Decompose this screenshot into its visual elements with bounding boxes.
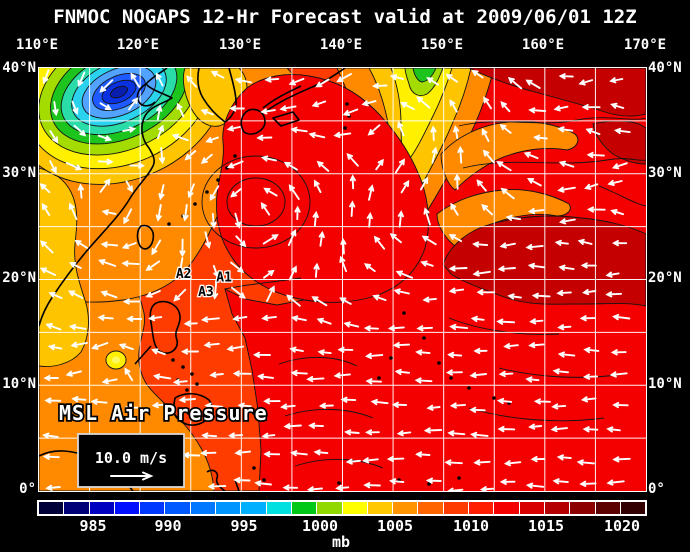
xtick-170e: 170°E <box>623 37 667 53</box>
colorbar-swatch-6 <box>189 502 216 514</box>
colorbar-swatch-16 <box>442 502 469 514</box>
colorbar-swatch-3 <box>113 502 140 514</box>
colorbar-swatch-12 <box>341 502 367 514</box>
colorbar-swatch-11 <box>316 502 342 514</box>
cb-label-1020: 1020 <box>603 517 641 535</box>
colorbar-swatch-14 <box>392 502 418 514</box>
ytick-right-40n: 40°N <box>648 60 682 76</box>
ytick-left-40n: 40°N <box>2 60 36 76</box>
cb-unit: mb <box>331 533 351 551</box>
colorbar-swatch-4 <box>139 502 165 514</box>
colorbar-swatch-7 <box>215 502 241 514</box>
wind-scale-arrow-icon <box>110 471 154 481</box>
chart-title: FNMOC NOGAPS 12-Hr Forecast valid at 200… <box>53 6 637 28</box>
pressure-colorbar <box>37 500 647 516</box>
ytick-left-0: 0° <box>19 481 36 497</box>
variable-label: MSL Air Pressure <box>59 401 268 425</box>
cb-label-995: 995 <box>230 517 258 535</box>
cb-label-1005: 1005 <box>376 517 414 535</box>
xtick-160e: 160°E <box>521 37 565 53</box>
ytick-right-0: 0° <box>648 481 665 497</box>
wind-scale-legend: 10.0 m/s <box>77 433 185 488</box>
ytick-left-10n: 10°N <box>2 376 36 392</box>
colorbar-swatch-22 <box>594 502 620 514</box>
cb-label-990: 990 <box>154 517 182 535</box>
xtick-140e: 140°E <box>319 37 363 53</box>
ytick-left-30n: 30°N <box>2 165 36 181</box>
storm-marker-A2: A2 <box>176 267 192 282</box>
colorbar-swatch-13 <box>366 502 393 514</box>
wind-scale-label: 10.0 m/s <box>95 449 167 467</box>
colorbar-swatch-0 <box>39 502 64 514</box>
cb-label-1010: 1010 <box>452 517 490 535</box>
xtick-150e: 150°E <box>420 37 464 53</box>
colorbar-swatch-18 <box>493 502 519 514</box>
storm-marker-A3: A3 <box>198 285 214 300</box>
colorbar-swatch-20 <box>543 502 570 514</box>
colorbar-swatch-10 <box>290 502 317 514</box>
ytick-right-30n: 30°N <box>648 165 682 181</box>
cb-label-985: 985 <box>79 517 107 535</box>
colorbar-swatch-2 <box>88 502 114 514</box>
colorbar-swatch-8 <box>240 502 266 514</box>
xtick-110e: 110°E <box>15 37 59 53</box>
ytick-right-20n: 20°N <box>648 270 682 286</box>
ytick-right-10n: 10°N <box>648 376 682 392</box>
wind-scale-box <box>77 433 185 488</box>
colorbar-swatch-9 <box>265 502 291 514</box>
colorbar-swatch-23 <box>619 502 646 514</box>
colorbar-swatch-21 <box>569 502 595 514</box>
colorbar-swatch-19 <box>518 502 544 514</box>
pressure-map: MSL Air Pressure 10.0 m/s A2 A1 A3 <box>38 67 647 492</box>
colorbar-swatch-1 <box>63 502 89 514</box>
colorbar-swatch-5 <box>164 502 190 514</box>
xtick-130e: 130°E <box>218 37 262 53</box>
storm-marker-A1: A1 <box>216 270 232 285</box>
xtick-120e: 120°E <box>116 37 160 53</box>
cb-label-1015: 1015 <box>527 517 565 535</box>
cb-label-1000: 1000 <box>301 517 339 535</box>
colorbar-swatch-17 <box>468 502 494 514</box>
colorbar-swatch-15 <box>417 502 443 514</box>
ytick-left-20n: 20°N <box>2 270 36 286</box>
